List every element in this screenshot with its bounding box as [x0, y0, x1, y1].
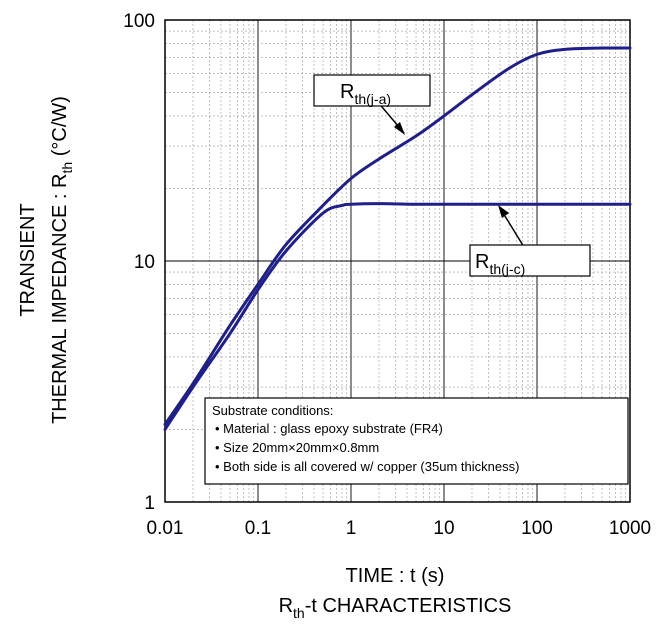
chart-caption: Rth-t CHARACTERISTICS: [279, 595, 512, 621]
x-axis-title: TIME : t (s): [346, 565, 445, 587]
series-line-rth-j-a: [163, 46, 632, 426]
callout-rth-jc: Rth(j-c): [469, 205, 591, 277]
y-axis-title-line-2: THERMAL IMPEDANCE : Rth (°C/W): [49, 96, 75, 424]
series-line-rth-j-c: [163, 202, 632, 431]
substrate-note: Substrate conditions: • Material : glass…: [204, 397, 629, 485]
callout-box-rth-jc: [469, 244, 591, 277]
x-tick-label: 1000: [609, 518, 651, 539]
y-axis-title-line-1: TRANSIENT: [17, 203, 39, 316]
tick-labels: 0.01 0.1 1 10 100 1000 1 10 100: [123, 11, 651, 539]
x-tick-label: 1: [346, 518, 357, 539]
x-tick-label: 0.01: [147, 518, 184, 539]
plot-frame: [164, 19, 631, 503]
callout-box-rth-ja: [313, 74, 431, 107]
substrate-note-line-3: • Both side is all covered w/ copper (35…: [215, 459, 519, 474]
substrate-note-line-2: • Size 20mm×20mm×0.8mm: [215, 440, 379, 455]
callout-rth-ja: Rth(j-a): [313, 74, 431, 135]
y-axis-title: TRANSIENT THERMAL IMPEDANCE : Rth (°C/W): [17, 96, 75, 424]
y-tick-label: 1: [144, 493, 155, 514]
substrate-note-line-1: • Material : glass epoxy substrate (FR4): [215, 421, 443, 436]
series-layer: [163, 46, 632, 431]
y-tick-label: 100: [123, 11, 155, 32]
x-tick-label: 10: [433, 518, 454, 539]
callout-label-rth-ja: Rth(j-a): [340, 81, 391, 107]
y-tick-label: 10: [134, 252, 155, 273]
substrate-note-title: Substrate conditions:: [212, 403, 333, 418]
callout-label-rth-jc: Rth(j-c): [475, 251, 525, 277]
x-tick-label: 100: [521, 518, 553, 539]
callout-arrowhead-rth-ja: [394, 122, 405, 135]
x-tick-label: 0.1: [245, 518, 271, 539]
callout-arrowhead-rth-jc: [498, 205, 509, 218]
substrate-note-box: [204, 397, 629, 485]
